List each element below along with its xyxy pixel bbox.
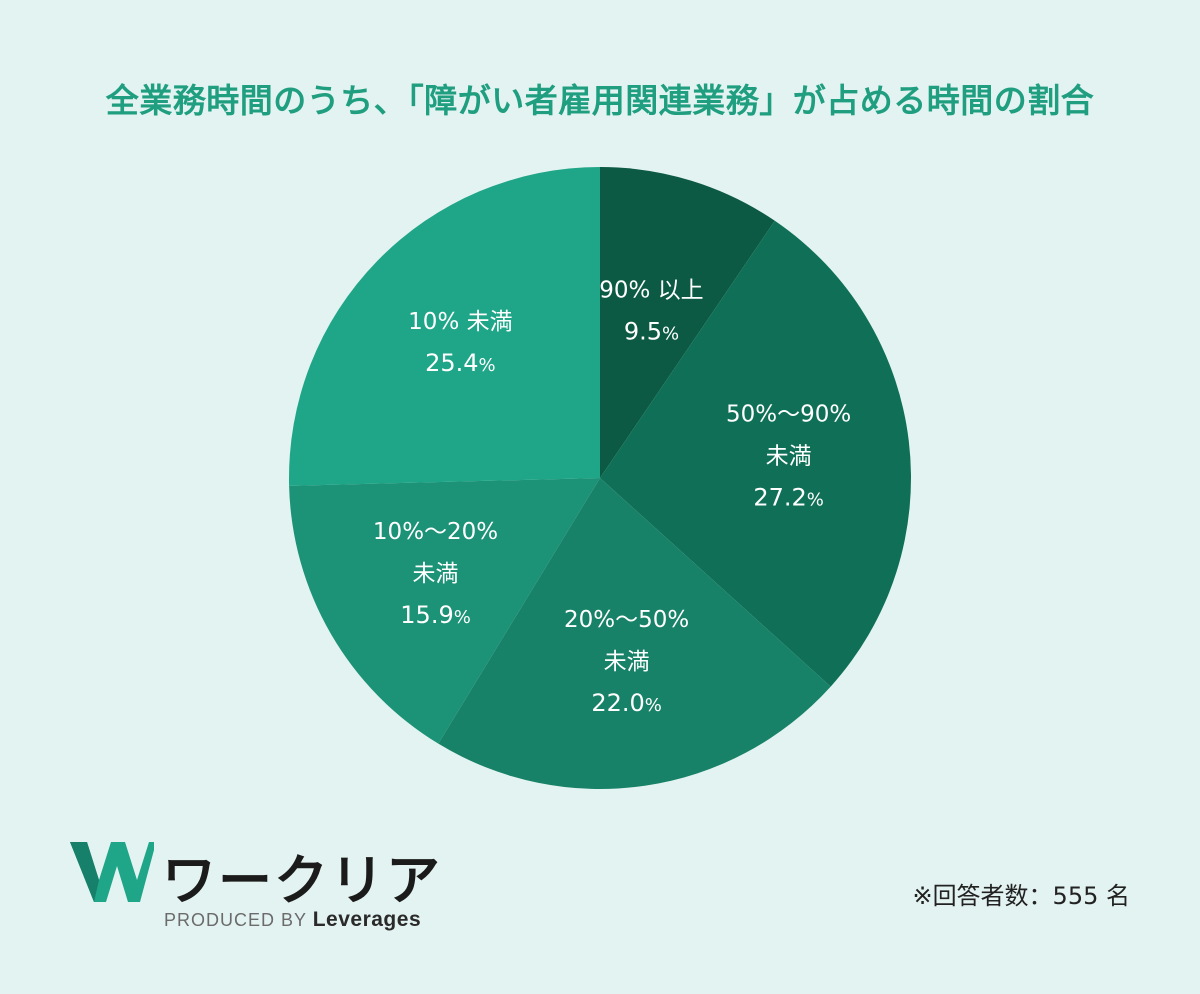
logo-w-icon [70,842,154,902]
slice-label-2-0: 20%～50% [564,607,689,633]
slice-value-4: 25.4% [425,349,496,377]
slice-value-2: 22.0% [591,689,662,717]
produced-by-text: PRODUCED BY [164,910,307,930]
respondents-note: ※回答者数：555 名 [912,882,1130,910]
pie-slice-3 [289,478,600,744]
brand-logo: ワークリア PRODUCED BY Leverages [70,838,450,938]
slice-label-1-1: 未満 [766,443,812,469]
slice-label-3-1: 未満 [413,561,459,587]
slice-label-2-1: 未満 [604,649,650,675]
slice-label-0-0: 90% 以上 [599,278,703,304]
pie-slice-0 [600,167,775,478]
pie-slice-1 [600,220,911,687]
slice-label-3-0: 10%～20% [373,519,498,545]
chart-title: 全業務時間のうち、「障がい者雇用関連業務」が占める時間の割合 [105,81,1095,120]
slice-label-1-0: 50%～90% [726,401,851,427]
pie-slice-4 [289,167,600,486]
slice-label-4-0: 10% 未満 [408,309,512,335]
slice-value-1: 27.2% [753,483,824,511]
slice-value-3: 15.9% [400,601,471,629]
leverages-brand: Leverages [312,908,422,931]
slice-value-0: 9.5% [624,318,679,346]
logo-wordmark: ワークリア [162,849,442,912]
produced-by-line: PRODUCED BY Leverages [164,908,421,932]
pie-slice-2 [438,478,831,789]
